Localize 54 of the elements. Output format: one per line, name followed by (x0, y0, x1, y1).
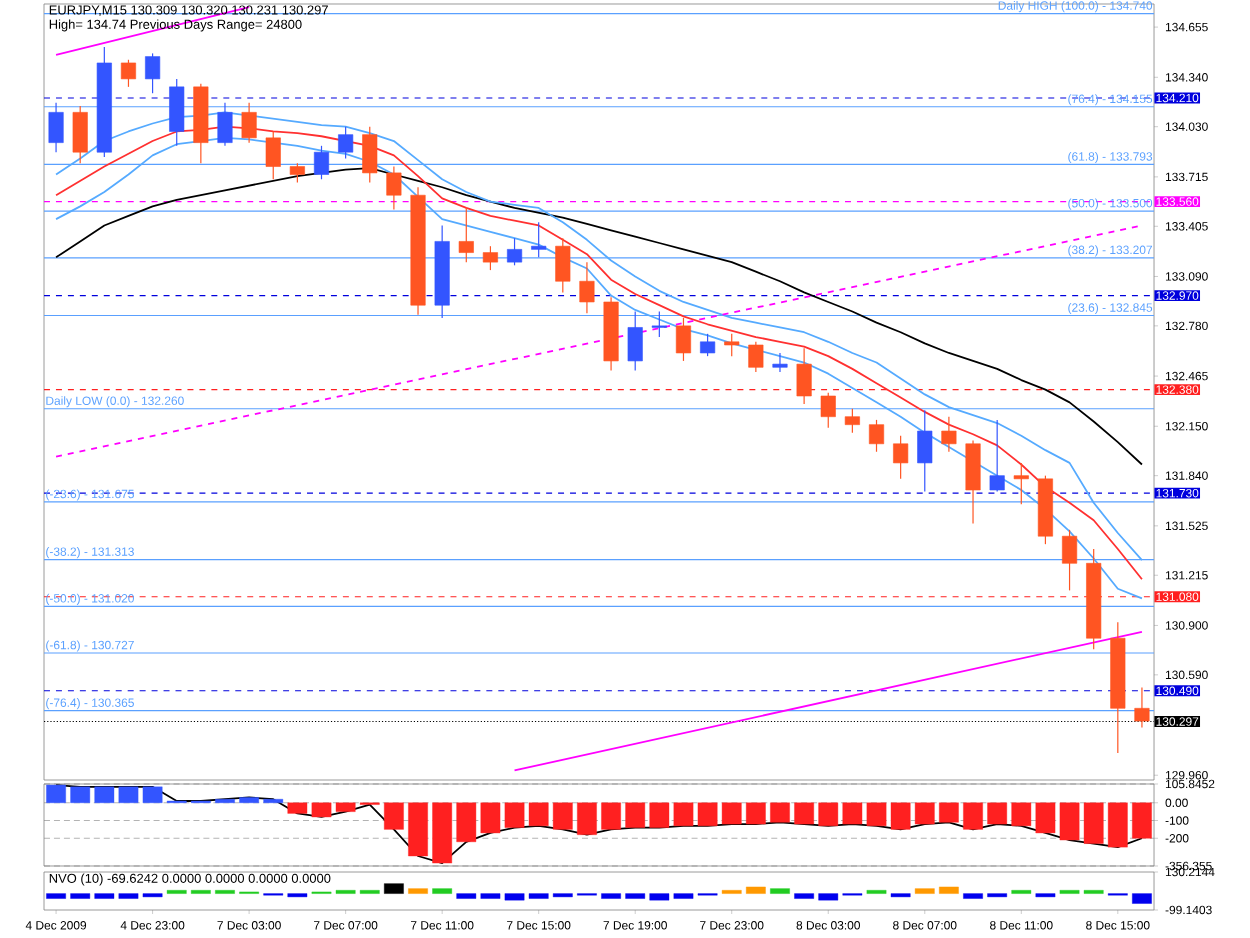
candlestick (555, 237, 571, 294)
bar (408, 802, 428, 857)
candlestick (482, 245, 498, 271)
candlestick (651, 310, 667, 338)
candlestick (507, 237, 523, 266)
bar (1132, 802, 1152, 839)
candlestick (844, 408, 860, 434)
candlestick (1013, 462, 1029, 505)
bar (746, 802, 766, 825)
candlestick (675, 317, 691, 362)
candlestick (1062, 529, 1078, 591)
bar (770, 802, 790, 823)
candlestick (386, 165, 402, 211)
candlestick (627, 310, 643, 372)
candlestick (917, 409, 933, 493)
candlestick (531, 221, 547, 258)
candlestick (48, 102, 64, 153)
candlestick (338, 126, 354, 160)
candlestick (893, 435, 909, 480)
candlestick (313, 145, 330, 180)
candlestick (217, 102, 233, 147)
bar (432, 802, 453, 864)
candlestick (145, 52, 161, 94)
candlestick (748, 341, 764, 373)
bar (794, 802, 814, 825)
candlestick (362, 126, 378, 184)
candlestick (965, 439, 981, 525)
candlestick (241, 102, 257, 144)
bar (963, 802, 983, 830)
bar (46, 784, 66, 803)
candlestick (458, 207, 474, 263)
candlestick (941, 416, 957, 453)
candlestick (289, 162, 305, 184)
bar (1107, 802, 1128, 848)
candlestick (169, 78, 185, 147)
candlestick (820, 392, 836, 429)
bar (939, 802, 959, 823)
candlestick (120, 59, 136, 88)
candlestick (72, 105, 88, 164)
bar (601, 802, 621, 830)
bar (552, 802, 573, 830)
bar (987, 802, 1008, 825)
candlestick (989, 419, 1005, 493)
candlestick (796, 347, 812, 405)
candlestick (724, 333, 740, 357)
candlestick (265, 130, 281, 180)
candlestick (772, 352, 788, 373)
candlestick (700, 333, 716, 357)
candlestick (579, 261, 595, 314)
bar (577, 802, 597, 835)
candlestick (868, 419, 885, 453)
candlestick (1134, 686, 1150, 729)
bar (239, 797, 259, 803)
bar (384, 802, 404, 830)
